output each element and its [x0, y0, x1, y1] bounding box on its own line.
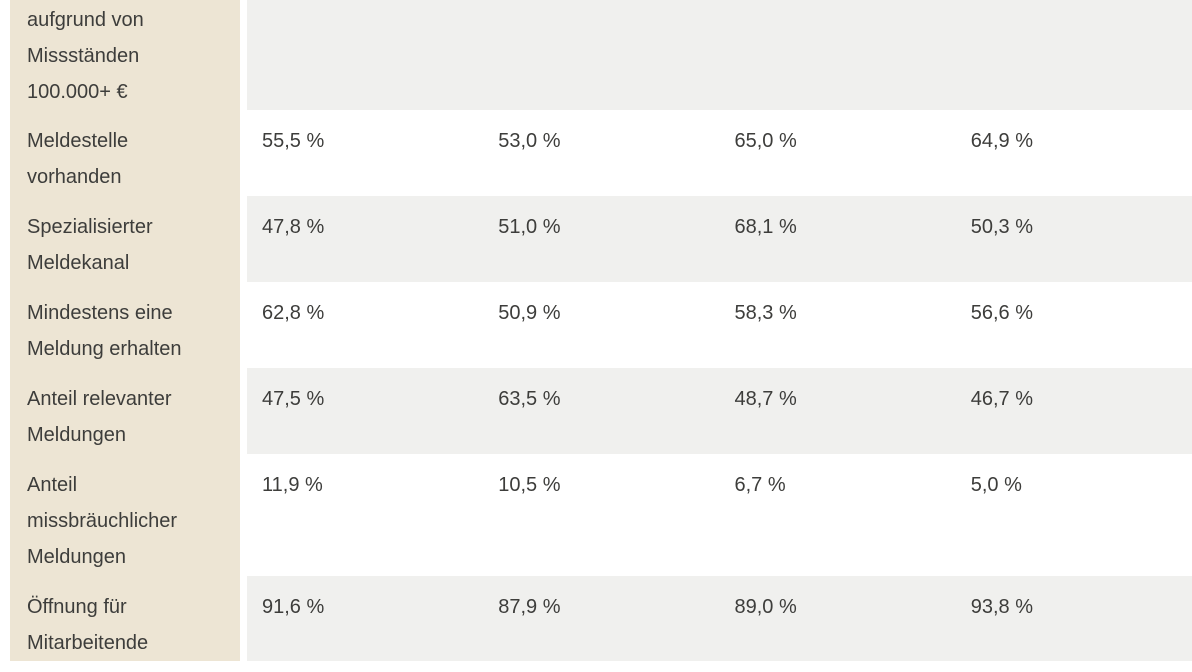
table-cell: 93,8 %: [970, 596, 1034, 618]
row-data-area: 91,6 % 87,9 % 89,0 % 93,8 %: [247, 576, 1192, 661]
row-label-line: Meldekanal: [27, 252, 130, 274]
table-row: aufgrund von Missständen 100.000+ €: [10, 0, 1192, 110]
table-cell: 91,6 %: [262, 596, 325, 618]
table-cell: 47,8 %: [262, 216, 325, 238]
column-gutter: [240, 368, 247, 454]
table-cell: 89,0 %: [734, 596, 797, 618]
table-cell: 5,0 %: [970, 474, 1022, 496]
row-label: Mindestens eine Meldung erhalten: [10, 282, 240, 368]
row-label-line: 100.000+ €: [27, 81, 128, 103]
row-label-line: Meldungen: [27, 546, 126, 568]
row-label-line: Spezialisierter: [27, 216, 153, 238]
table-cell: 62,8 %: [262, 302, 325, 324]
row-label-line: missbräuchlicher: [27, 510, 178, 532]
row-label-line: Missständen: [27, 45, 140, 67]
row-label-line: Anteil relevanter: [27, 388, 172, 410]
table-cell: 58,3 %: [734, 302, 797, 324]
data-table: aufgrund von Missständen 100.000+ € Meldest…: [10, 0, 1192, 661]
row-data-area: 62,8 % 50,9 % 58,3 % 56,6 %: [247, 282, 1192, 368]
table-cell: [720, 0, 956, 110]
row-label-line: Meldestelle: [27, 130, 129, 152]
column-gutter: [240, 282, 247, 368]
table-cell: 10,5 %: [498, 474, 561, 496]
table-cell: 11,9 %: [262, 474, 323, 496]
table-row: Anteil missbräuchlicher Meldungen 11,9 % 10,…: [10, 454, 1192, 576]
row-label-line: aufgrund von: [27, 9, 144, 31]
row-data-area: 11,9 % 10,5 % 6,7 % 5,0 %: [247, 454, 1192, 576]
table-cell: [483, 0, 719, 110]
column-gutter: [240, 110, 247, 196]
table-cell: 87,9 %: [498, 596, 561, 618]
row-label: Anteil missbräuchlicher Meldungen: [10, 454, 240, 576]
table-cell: 55,5 %: [262, 130, 325, 152]
table-cell: [247, 0, 483, 110]
table-cell: 50,9 %: [498, 302, 561, 324]
row-data-area: 47,5 % 63,5 % 48,7 % 46,7 %: [247, 368, 1192, 454]
table-row: Meldestelle vorhanden 55,5 % 53,0 % 65,0 % 64…: [10, 110, 1192, 196]
table-cell: 56,6 %: [970, 302, 1034, 324]
row-label: Spezialisierter Meldekanal: [10, 196, 240, 282]
row-label-line: Meldungen: [27, 424, 126, 446]
row-label-line: Anteil: [27, 474, 78, 496]
column-gutter: [240, 576, 247, 661]
table-cell: 63,5 %: [498, 388, 561, 410]
row-label: Meldestelle vorhanden: [10, 110, 240, 196]
row-label-line: Mitarbeitende: [27, 632, 149, 654]
column-gutter: [240, 196, 247, 282]
column-gutter: [240, 454, 247, 576]
table-cell: 65,0 %: [734, 130, 797, 152]
row-label: Öffnung für Mitarbeitende: [10, 576, 240, 661]
table-row: Mindestens eine Meldung erhalten 62,8 % 50,…: [10, 282, 1192, 368]
table-cell: 48,7 %: [734, 388, 797, 410]
table-row: Anteil relevanter Meldungen 47,5 % 63,5 % 48…: [10, 368, 1192, 454]
table-row: Öffnung für Mitarbeitende 91,6 % 87,9 % 89,0…: [10, 576, 1192, 661]
row-label: aufgrund von Missständen 100.000+ €: [10, 0, 240, 110]
row-label-line: vorhanden: [27, 166, 122, 188]
row-data-area: 47,8 % 51,0 % 68,1 % 50,3 %: [247, 196, 1192, 282]
table-cell: 51,0 %: [498, 216, 561, 238]
table-cell: 64,9 %: [970, 130, 1034, 152]
table-cell: 68,1 %: [734, 216, 797, 238]
table-cell: [956, 0, 1192, 110]
row-label-line: Öffnung für: [27, 596, 127, 618]
row-label: Anteil relevanter Meldungen: [10, 368, 240, 454]
row-label-line: Meldung erhalten: [27, 338, 182, 360]
table-row: Spezialisierter Meldekanal 47,8 % 51,0 % 68,…: [10, 196, 1192, 282]
row-data-area: 55,5 % 53,0 % 65,0 % 64,9 %: [247, 110, 1192, 196]
table-cell: 50,3 %: [970, 216, 1034, 238]
row-label-line: Mindestens eine: [27, 302, 173, 324]
table-cell: 46,7 %: [970, 388, 1034, 410]
row-data-area: [247, 0, 1192, 110]
table-cell: 6,7 %: [734, 474, 786, 496]
table-cell: 53,0 %: [498, 130, 561, 152]
table-cell: 47,5 %: [262, 388, 325, 410]
column-gutter: [240, 0, 247, 110]
